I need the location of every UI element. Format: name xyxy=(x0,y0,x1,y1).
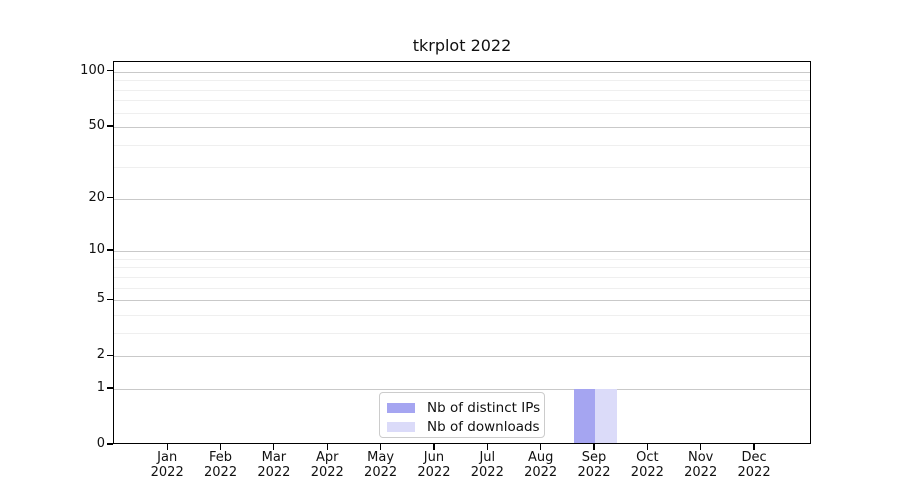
x-tick-label: Oct 2022 xyxy=(607,450,687,480)
x-tick-month: Nov xyxy=(688,450,714,465)
minor-gridline xyxy=(114,100,810,102)
y-tick-mark xyxy=(107,354,113,356)
bar-sep-downloads xyxy=(595,388,617,443)
x-tick-label: Apr 2022 xyxy=(287,450,367,480)
x-tick-month: Apr xyxy=(316,450,339,465)
x-tick-label: Nov 2022 xyxy=(661,450,741,480)
y-tick-label: 0 xyxy=(96,436,105,451)
major-gridline xyxy=(114,300,810,302)
y-tick-mark xyxy=(107,443,113,445)
y-tick-mark xyxy=(107,298,113,300)
x-tick-month: May xyxy=(367,450,395,465)
x-tick-month: Mar xyxy=(261,450,287,465)
x-tick-label: Dec 2022 xyxy=(714,450,794,480)
x-tick-label: Aug 2022 xyxy=(501,450,581,480)
x-tick-label: Jul 2022 xyxy=(447,450,527,480)
x-tick-mark xyxy=(540,444,542,450)
x-tick-year: 2022 xyxy=(684,465,718,480)
x-tick-mark xyxy=(433,444,435,450)
x-tick-mark xyxy=(700,444,702,450)
x-tick-month: Aug xyxy=(527,450,554,465)
x-tick-mark xyxy=(219,444,222,450)
x-tick-month: Sep xyxy=(581,450,607,465)
y-tick-mark xyxy=(107,197,113,199)
major-gridline xyxy=(114,251,810,253)
y-tick-mark xyxy=(107,387,113,389)
x-tick-mark xyxy=(380,444,382,450)
x-tick-label: May 2022 xyxy=(341,450,421,480)
x-tick-mark xyxy=(646,444,648,450)
y-tick-mark xyxy=(107,70,113,72)
x-tick-year: 2022 xyxy=(577,465,611,480)
x-tick-label: Sep 2022 xyxy=(554,450,634,480)
x-tick-year: 2022 xyxy=(470,465,504,480)
bar-sep-distinct-ips xyxy=(573,388,595,443)
x-tick-mark xyxy=(753,444,755,450)
y-tick-mark xyxy=(107,125,113,127)
y-tick-label: 20 xyxy=(88,189,105,205)
chart-title: tkrplot 2022 xyxy=(412,36,512,55)
x-tick-year: 2022 xyxy=(737,465,771,480)
x-tick-mark xyxy=(273,444,275,450)
x-tick-mark xyxy=(326,444,328,450)
y-tick-label: 50 xyxy=(88,118,105,134)
x-tick-year: 2022 xyxy=(364,465,398,480)
x-tick-month: Jan xyxy=(157,450,178,465)
x-tick-year: 2022 xyxy=(257,465,291,480)
x-tick-mark xyxy=(486,444,488,450)
x-tick-label: Mar 2022 xyxy=(234,450,314,480)
minor-gridline xyxy=(114,80,810,82)
x-tick-year: 2022 xyxy=(150,465,184,480)
x-tick-year: 2022 xyxy=(310,465,344,480)
legend-label: Nb of distinct IPs xyxy=(427,399,541,416)
minor-gridline xyxy=(114,258,810,260)
major-gridline xyxy=(114,356,810,358)
x-tick-label: Feb 2022 xyxy=(181,450,261,480)
x-tick-year: 2022 xyxy=(630,465,664,480)
minor-gridline xyxy=(114,332,810,334)
y-tick-label: 10 xyxy=(88,242,105,258)
major-gridline xyxy=(114,71,810,73)
x-tick-label: Jun 2022 xyxy=(394,450,474,480)
y-tick-mark xyxy=(107,249,113,251)
legend-swatch-downloads xyxy=(387,421,415,432)
legend-entry: Nb of downloads xyxy=(387,417,540,436)
minor-gridline xyxy=(114,112,810,114)
legend-entry: Nb of distinct IPs xyxy=(387,398,540,417)
major-gridline xyxy=(114,388,810,390)
x-tick-month: Jun xyxy=(423,450,445,465)
minor-gridline xyxy=(114,276,810,278)
y-tick-label: 2 xyxy=(96,347,105,363)
x-tick-mark xyxy=(593,444,595,450)
minor-gridline xyxy=(114,89,810,91)
major-gridline xyxy=(114,127,810,129)
x-tick-year: 2022 xyxy=(524,465,558,480)
x-tick-month: Dec xyxy=(741,450,767,465)
y-tick-label: 5 xyxy=(96,291,105,307)
y-tick-label: 1 xyxy=(96,379,105,395)
x-tick-year: 2022 xyxy=(204,465,238,480)
minor-gridline xyxy=(114,314,810,316)
x-tick-mark xyxy=(166,444,168,450)
major-gridline xyxy=(114,198,810,200)
legend: Nb of distinct IPs Nb of downloads xyxy=(379,392,545,438)
y-tick-label: 100 xyxy=(80,62,105,78)
minor-gridline xyxy=(114,287,810,289)
x-tick-label: Jan 2022 xyxy=(127,450,207,480)
plot-area: Nb of distinct IPs Nb of downloads xyxy=(113,61,811,444)
minor-gridline xyxy=(114,144,810,146)
legend-swatch-distinct-ips xyxy=(387,402,415,413)
legend-label: Nb of downloads xyxy=(427,418,540,435)
x-tick-month: Oct xyxy=(636,450,659,465)
x-tick-month: Jul xyxy=(479,450,496,465)
minor-gridline xyxy=(114,167,810,169)
x-tick-month: Feb xyxy=(209,450,233,465)
minor-gridline xyxy=(114,267,810,269)
x-tick-year: 2022 xyxy=(417,465,451,480)
